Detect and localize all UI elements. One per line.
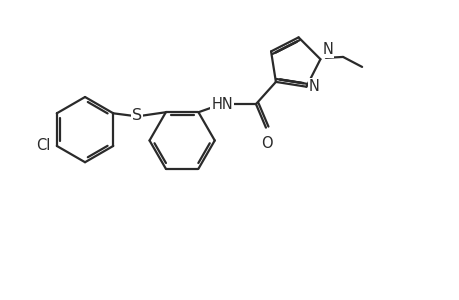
Text: Cl: Cl (35, 138, 50, 153)
Text: HN: HN (211, 97, 232, 112)
Text: N: N (308, 79, 319, 94)
Text: S: S (131, 108, 141, 123)
Text: N: N (322, 42, 333, 57)
Text: O: O (260, 136, 272, 151)
